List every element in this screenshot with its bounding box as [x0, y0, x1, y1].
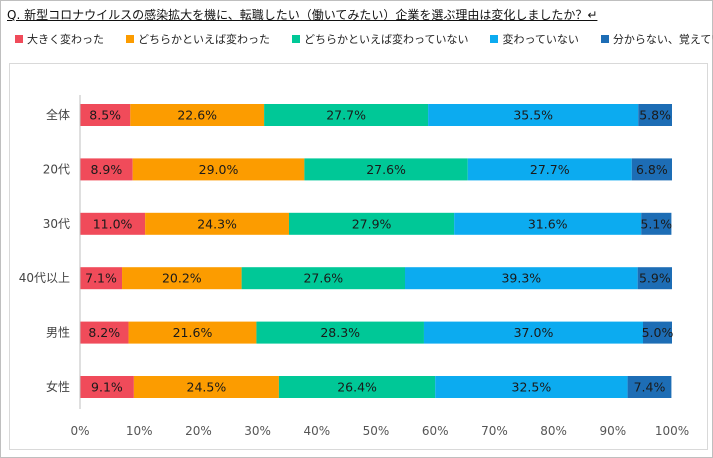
value-label: 29.0% — [199, 162, 239, 177]
legend-swatch — [15, 35, 23, 43]
bar-segment — [638, 104, 672, 126]
bar-segment — [133, 376, 279, 398]
bar-segment — [130, 104, 265, 126]
legend-swatch — [490, 35, 499, 43]
value-label: 27.9% — [352, 216, 392, 231]
legend-label: 変わっていない — [502, 33, 579, 46]
category-label: 女性 — [46, 379, 70, 394]
x-tick-label: 100% — [655, 424, 689, 438]
bar-segment — [80, 158, 133, 181]
chart-title: Q. 新型コロナウイルスの感染拡大を機に、転職したい（働いてみたい）企業を選ぶ理… — [7, 8, 598, 22]
category-label: 20代 — [43, 162, 70, 176]
x-tick-label: 90% — [599, 424, 626, 438]
bar-segment — [627, 376, 672, 398]
legend-item: 変わっていない — [490, 31, 579, 47]
value-label: 7.4% — [634, 380, 666, 395]
bar-segment — [631, 158, 672, 181]
bar-segment — [80, 376, 134, 398]
value-label: 27.6% — [303, 271, 343, 286]
value-label: 8.5% — [89, 108, 121, 123]
bar-segment — [405, 267, 638, 290]
bar-segment — [256, 321, 424, 344]
value-label: 35.5% — [513, 108, 553, 123]
value-label: 27.7% — [326, 108, 366, 123]
bar-segment — [454, 212, 642, 235]
x-tick-label: 80% — [540, 424, 567, 438]
x-tick-label: 30% — [244, 424, 271, 438]
bar-segment — [264, 104, 429, 126]
x-tick-label: 20% — [185, 424, 212, 438]
x-tick-label: 60% — [422, 424, 449, 438]
value-label: 31.6% — [528, 216, 568, 231]
value-label: 5.9% — [639, 271, 671, 286]
value-label: 7.1% — [85, 271, 117, 286]
bar-segment — [132, 158, 305, 181]
legend-item: どちらかといえば変わっていない — [292, 31, 468, 47]
value-label: 24.5% — [187, 380, 227, 395]
x-tick-label: 40% — [303, 424, 330, 438]
bar-segment — [278, 376, 436, 398]
value-label: 39.3% — [501, 271, 541, 286]
legend-swatch — [126, 35, 134, 43]
bar-segment — [80, 104, 131, 126]
value-label: 6.8% — [636, 162, 668, 177]
legend-swatch — [292, 35, 300, 43]
category-label: 全体 — [46, 107, 70, 122]
value-label: 27.7% — [530, 162, 570, 177]
x-tick-label: 0% — [70, 424, 89, 438]
value-label: 5.8% — [639, 108, 671, 123]
category-label: 30代 — [43, 217, 70, 231]
legend-item: どちらかといえば変わった — [126, 31, 270, 47]
category-label: 男性 — [46, 326, 70, 340]
bar-segment — [467, 158, 632, 181]
bar-segment — [80, 267, 123, 290]
legend-label: 大きく変わった — [27, 33, 104, 46]
value-label: 28.3% — [320, 325, 360, 340]
legend-item: 大きく変わった — [15, 31, 104, 47]
bar-segment — [423, 321, 643, 344]
value-label: 20.2% — [162, 271, 202, 286]
value-label: 8.2% — [88, 325, 120, 340]
bar-segment — [288, 212, 455, 235]
value-label: 9.1% — [91, 380, 123, 395]
x-tick-label: 10% — [126, 424, 153, 438]
category-label: 40代以上 — [19, 271, 70, 285]
bar-segment — [304, 158, 468, 181]
value-label: 26.4% — [337, 380, 377, 395]
legend: 大きく変わった どちらかといえば変わった どちらかといえば変わっていない 変わっていな… — [15, 31, 713, 47]
bar-segment — [128, 321, 257, 344]
value-label: 5.1% — [640, 216, 672, 231]
value-label: 37.0% — [514, 325, 554, 340]
bar-segment — [428, 104, 639, 126]
value-label: 11.0% — [93, 216, 133, 231]
bar-segment — [80, 212, 146, 235]
value-label: 32.5% — [512, 380, 552, 395]
value-label: 8.9% — [90, 162, 122, 177]
value-label: 22.6% — [177, 108, 217, 123]
legend-label: 分からない、覚えていない — [612, 33, 713, 46]
bar-segment — [122, 267, 242, 290]
bar-segment — [435, 376, 628, 398]
value-label: 27.6% — [366, 162, 406, 177]
value-label: 24.3% — [197, 216, 237, 231]
bar-segment — [80, 321, 129, 344]
bar-segment — [145, 212, 289, 235]
legend-swatch — [600, 35, 609, 43]
bar-segment — [642, 321, 672, 344]
x-tick-label: 70% — [481, 424, 508, 438]
value-label: 5.0% — [642, 325, 674, 340]
bar-segment — [241, 267, 406, 290]
plot-area — [9, 63, 708, 450]
value-label: 21.6% — [173, 325, 213, 340]
bar-segment — [637, 267, 672, 290]
bar-segment — [641, 212, 672, 235]
x-tick-label: 50% — [363, 424, 390, 438]
legend-item: 分からない、覚えていない — [600, 31, 713, 47]
legend-label: どちらかといえば変わった — [138, 33, 270, 46]
legend-label: どちらかといえば変わっていない — [304, 33, 469, 46]
